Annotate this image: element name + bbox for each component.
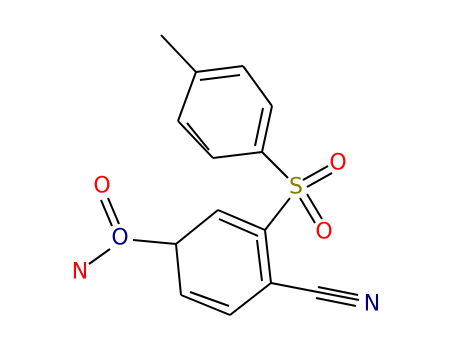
atom-label: O — [329, 151, 346, 176]
atom-label: N — [364, 292, 380, 317]
atom-label: S — [289, 175, 303, 200]
bonds — [88, 34, 360, 316]
atom-label: O — [111, 226, 128, 251]
atom-label: O — [93, 174, 110, 199]
atom-label: N — [72, 260, 88, 285]
atom-labels: S O O N O O N — [72, 151, 380, 317]
atom-label: O — [315, 220, 332, 245]
